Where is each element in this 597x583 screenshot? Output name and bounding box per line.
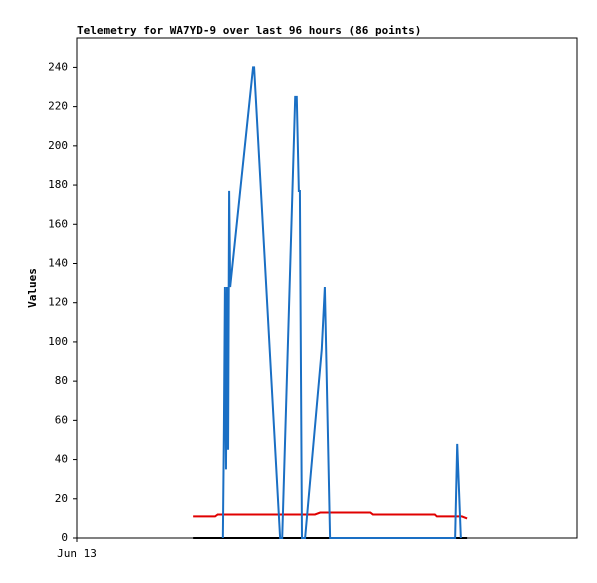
y-tick-label: 200: [48, 139, 68, 152]
y-axis-label: Values: [26, 268, 39, 308]
y-tick-label: 40: [55, 453, 68, 466]
y-tick-label: 0: [61, 531, 68, 544]
y-tick-label: 80: [55, 374, 68, 387]
y-tick-label: 100: [48, 335, 68, 348]
plot-frame: [76, 37, 578, 539]
chart-title: Telemetry for WA7YD-9 over last 96 hours…: [77, 24, 421, 37]
y-tick-label: 180: [48, 178, 68, 191]
x-tick-label: Jun 13: [57, 547, 97, 560]
y-tick-label: 160: [48, 217, 68, 230]
y-tick-label: 140: [48, 256, 68, 269]
y-tick-label: 60: [55, 413, 68, 426]
y-tick-label: 20: [55, 492, 68, 505]
series-line: [193, 511, 468, 520]
y-tick-label: 220: [48, 100, 68, 113]
y-tick-label: 240: [48, 60, 68, 73]
y-tick-label: 120: [48, 296, 68, 309]
series-line: [221, 66, 462, 539]
